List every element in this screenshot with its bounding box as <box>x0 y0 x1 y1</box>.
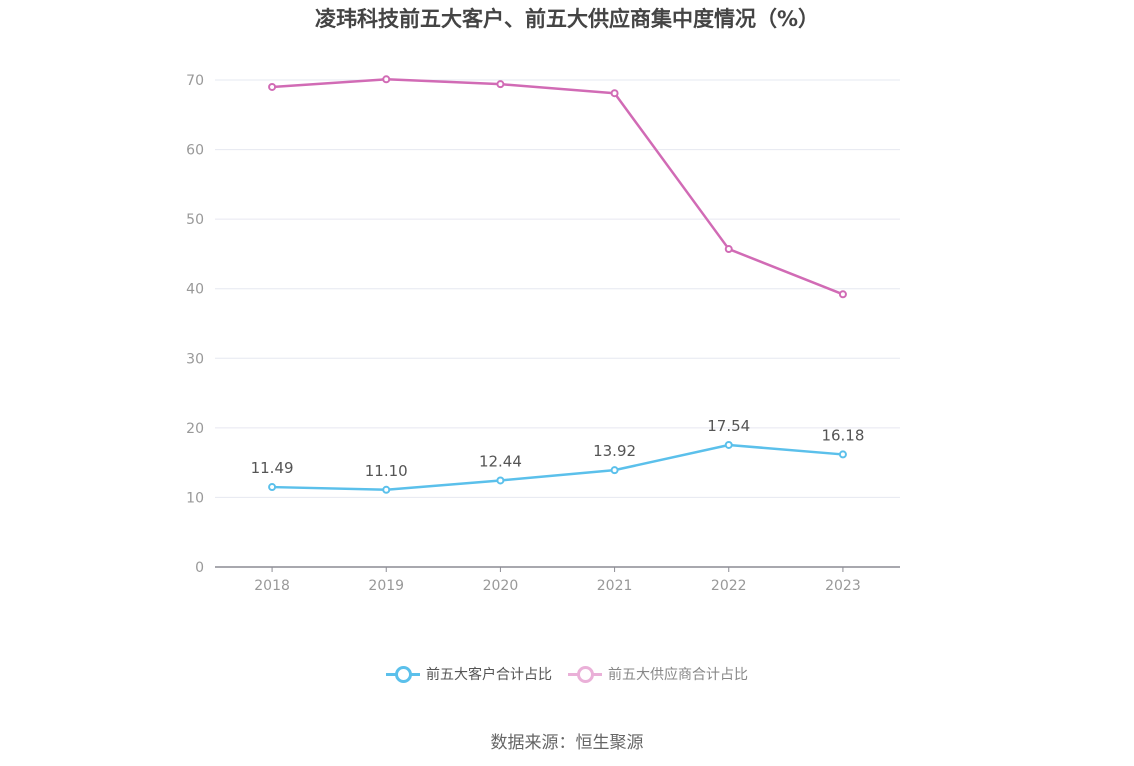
series-1-point-2018 <box>268 82 277 91</box>
y-tick-label-40: 40 <box>186 282 204 298</box>
y-tick-label-0: 0 <box>195 560 204 576</box>
x-tick-label-2019: 2019 <box>368 578 404 594</box>
series-0-point-2022 <box>724 440 733 449</box>
legend: 前五大客户合计占比 前五大供应商合计占比 <box>0 664 1134 684</box>
legend-customers-label: 前五大客户合计占比 <box>426 667 552 683</box>
data-label-2021: 13.92 <box>593 442 636 460</box>
x-tick-label-2023: 2023 <box>825 578 861 594</box>
x-tick-label-2022: 2022 <box>711 578 747 594</box>
data-label-2018: 11.49 <box>251 459 294 477</box>
y-tick-label-10: 10 <box>186 490 204 506</box>
y-tick-label-20: 20 <box>186 421 204 437</box>
data-label-2019: 11.10 <box>365 462 408 480</box>
axes: 0 10 20 30 40 50 60 70 2018 2019 2020 2021 2022 2023 <box>186 73 900 594</box>
data-label-2020: 12.44 <box>479 452 522 470</box>
legend-item-suppliers[interactable]: 前五大供应商合计占比 <box>568 664 748 684</box>
series-line-1 <box>270 78 845 296</box>
legend-suppliers-marker-icon <box>568 666 602 683</box>
data-labels: 11.49 11.10 12.44 13.92 17.54 16.18 <box>251 417 865 480</box>
series-1-point-2023 <box>838 290 847 299</box>
series-0-point-2023 <box>838 450 847 459</box>
series-1-point-2022 <box>724 245 733 254</box>
y-tick-label-30: 30 <box>186 351 204 367</box>
y-tick-label-70: 70 <box>186 73 204 89</box>
grid-lines <box>215 79 900 498</box>
y-tick-label-50: 50 <box>186 212 204 228</box>
x-tick-label-2020: 2020 <box>483 578 519 594</box>
series-1-point-2020 <box>496 80 505 89</box>
series-1-point-2019 <box>382 75 391 84</box>
series-0-point-2019 <box>382 485 391 494</box>
legend-suppliers-label: 前五大供应商合计占比 <box>608 667 748 683</box>
series-1-point-2021 <box>610 89 619 98</box>
legend-item-customers[interactable]: 前五大客户合计占比 <box>386 664 552 684</box>
source-note: 数据来源：恒生聚源 <box>490 733 644 753</box>
series-0-point-2018 <box>268 483 277 492</box>
data-label-2022: 17.54 <box>707 417 750 435</box>
legend-customers-marker-icon <box>386 666 420 683</box>
x-tick-label-2021: 2021 <box>597 578 633 594</box>
y-tick-label-60: 60 <box>186 143 204 159</box>
chart-title: 凌玮科技前五大客户、前五大供应商集中度情况（%） <box>314 7 820 31</box>
series-line-0 <box>270 443 845 492</box>
series-layer <box>268 75 847 494</box>
series-0-point-2021 <box>610 466 619 475</box>
x-tick-label-2018: 2018 <box>254 578 290 594</box>
series-0-point-2020 <box>496 476 505 485</box>
data-label-2023: 16.18 <box>821 426 864 444</box>
